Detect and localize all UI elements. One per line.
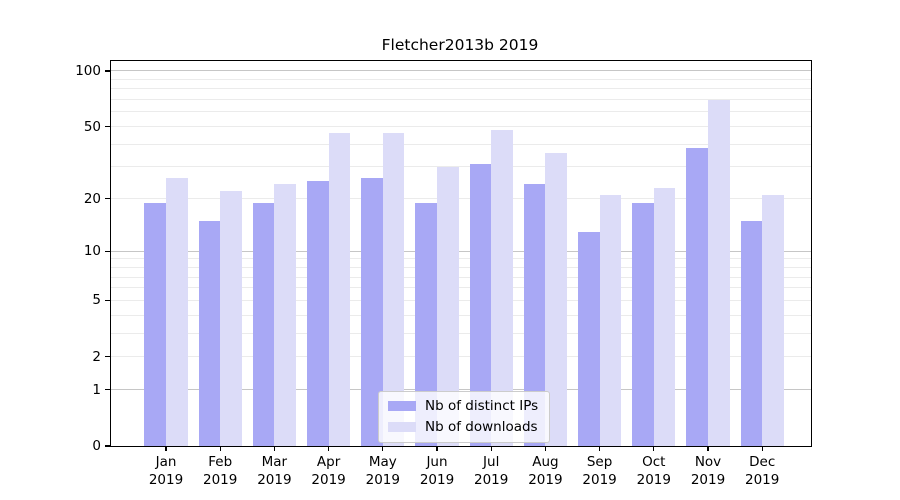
gridline-minor (111, 356, 811, 358)
gridline-minor (111, 287, 811, 289)
gridline-major (111, 389, 811, 391)
bar-downloads-jun (437, 166, 459, 446)
legend-label-downloads: Nb of downloads (425, 419, 538, 435)
y-tick-label: 1 (92, 381, 101, 398)
bar-downloads-jan (166, 178, 188, 446)
y-tick-label: 50 (83, 118, 101, 135)
bar-distinct-ips-jun (415, 202, 437, 446)
bar-downloads-feb (220, 191, 242, 446)
gridline-minor (111, 126, 811, 127)
gridline-major (111, 70, 811, 72)
y-tick-label: 5 (92, 292, 101, 309)
gridline-minor (111, 314, 811, 316)
x-tick-label: Oct 2019 (636, 454, 671, 488)
legend-swatch-distinct-ips (388, 401, 416, 411)
gridline-minor (111, 88, 811, 90)
bar-distinct-ips-sep (577, 231, 600, 446)
x-axis-tick (761, 446, 763, 451)
bar-distinct-ips-nov (686, 148, 708, 446)
legend-item-downloads: Nb of downloads (388, 419, 538, 435)
x-axis-tick (436, 446, 438, 451)
gridline-minor (111, 198, 811, 200)
bar-downloads-dec (762, 194, 784, 446)
x-axis-tick (544, 446, 546, 451)
x-axis-tick (219, 446, 221, 451)
x-tick-label: Jan 2019 (148, 454, 184, 488)
bar-downloads-mar (274, 184, 297, 446)
x-axis-tick (707, 446, 709, 451)
y-axis-tick (105, 389, 111, 391)
gridline-minor (111, 276, 811, 278)
gridline-minor (111, 143, 811, 145)
gridline-minor (111, 258, 811, 260)
gridline-minor (111, 111, 811, 113)
bar-distinct-ips-jul (469, 164, 492, 446)
gridline-major (111, 250, 811, 252)
y-axis-tick (105, 250, 111, 252)
x-axis-tick (653, 446, 655, 451)
bar-downloads-oct (653, 187, 676, 446)
x-tick-label: Dec 2019 (745, 454, 780, 488)
bar-downloads-sep (599, 194, 622, 446)
x-tick-label: Apr 2019 (311, 454, 346, 488)
x-axis-tick (165, 446, 167, 451)
plot-area: Nb of distinct IPs Nb of downloads 0 1 2 5 1… (75, 60, 812, 488)
y-axis-tick (105, 299, 111, 301)
bar-distinct-ips-may (361, 178, 383, 446)
y-axis-tick (105, 198, 111, 200)
bar-downloads-may (382, 133, 405, 446)
x-tick-label: Feb 2019 (203, 454, 238, 488)
x-tick-label: May 2019 (365, 454, 400, 488)
y-tick-label: 20 (83, 190, 101, 207)
y-tick-label: 10 (83, 243, 101, 260)
gridline-minor (111, 78, 811, 80)
bar-downloads-jul (491, 129, 513, 446)
x-axis-tick (382, 446, 384, 451)
bar-distinct-ips-apr (306, 181, 329, 446)
x-tick-label: Jul 2019 (474, 454, 509, 488)
x-tick-label: Jun 2019 (419, 454, 455, 488)
legend: Nb of distinct IPs Nb of downloads (378, 391, 551, 443)
bar-distinct-ips-aug (523, 184, 546, 446)
y-tick-label: 100 (75, 62, 101, 79)
gridline-minor (111, 99, 811, 101)
gridline-minor (111, 166, 811, 168)
bar-downloads-apr (328, 133, 351, 446)
x-tick-label: Nov 2019 (690, 454, 726, 488)
bar-downloads-aug (545, 152, 568, 446)
x-tick-label: Mar 2019 (257, 454, 292, 488)
chart-title: Fletcher2013b 2019 (381, 36, 539, 54)
legend-swatch-downloads (388, 422, 416, 432)
x-tick-label: Sep 2019 (582, 454, 617, 488)
bar-distinct-ips-dec (740, 220, 763, 446)
gridline-minor (111, 299, 811, 301)
y-axis-tick (105, 445, 111, 447)
bar-distinct-ips-mar (252, 202, 275, 446)
y-tick-label: 2 (92, 348, 101, 365)
legend-label-distinct-ips: Nb of distinct IPs (425, 398, 539, 414)
x-axis-tick (273, 446, 275, 451)
bar-downloads-nov (708, 99, 730, 446)
y-axis-tick (105, 125, 111, 128)
gridline-minor (111, 332, 811, 334)
gridline-minor (111, 266, 811, 268)
x-tick-label: Aug 2019 (528, 454, 563, 488)
x-axis-tick (328, 446, 330, 451)
legend-item-distinct-ips: Nb of distinct IPs (388, 398, 538, 414)
x-axis-tick (599, 446, 601, 451)
bar-distinct-ips-feb (198, 220, 221, 446)
bar-distinct-ips-jan (144, 202, 166, 446)
y-axis-tick (105, 70, 111, 72)
y-axis-tick (105, 356, 111, 358)
x-axis-tick (490, 446, 492, 451)
y-tick-label: 0 (92, 438, 101, 454)
bar-distinct-ips-oct (632, 202, 654, 446)
